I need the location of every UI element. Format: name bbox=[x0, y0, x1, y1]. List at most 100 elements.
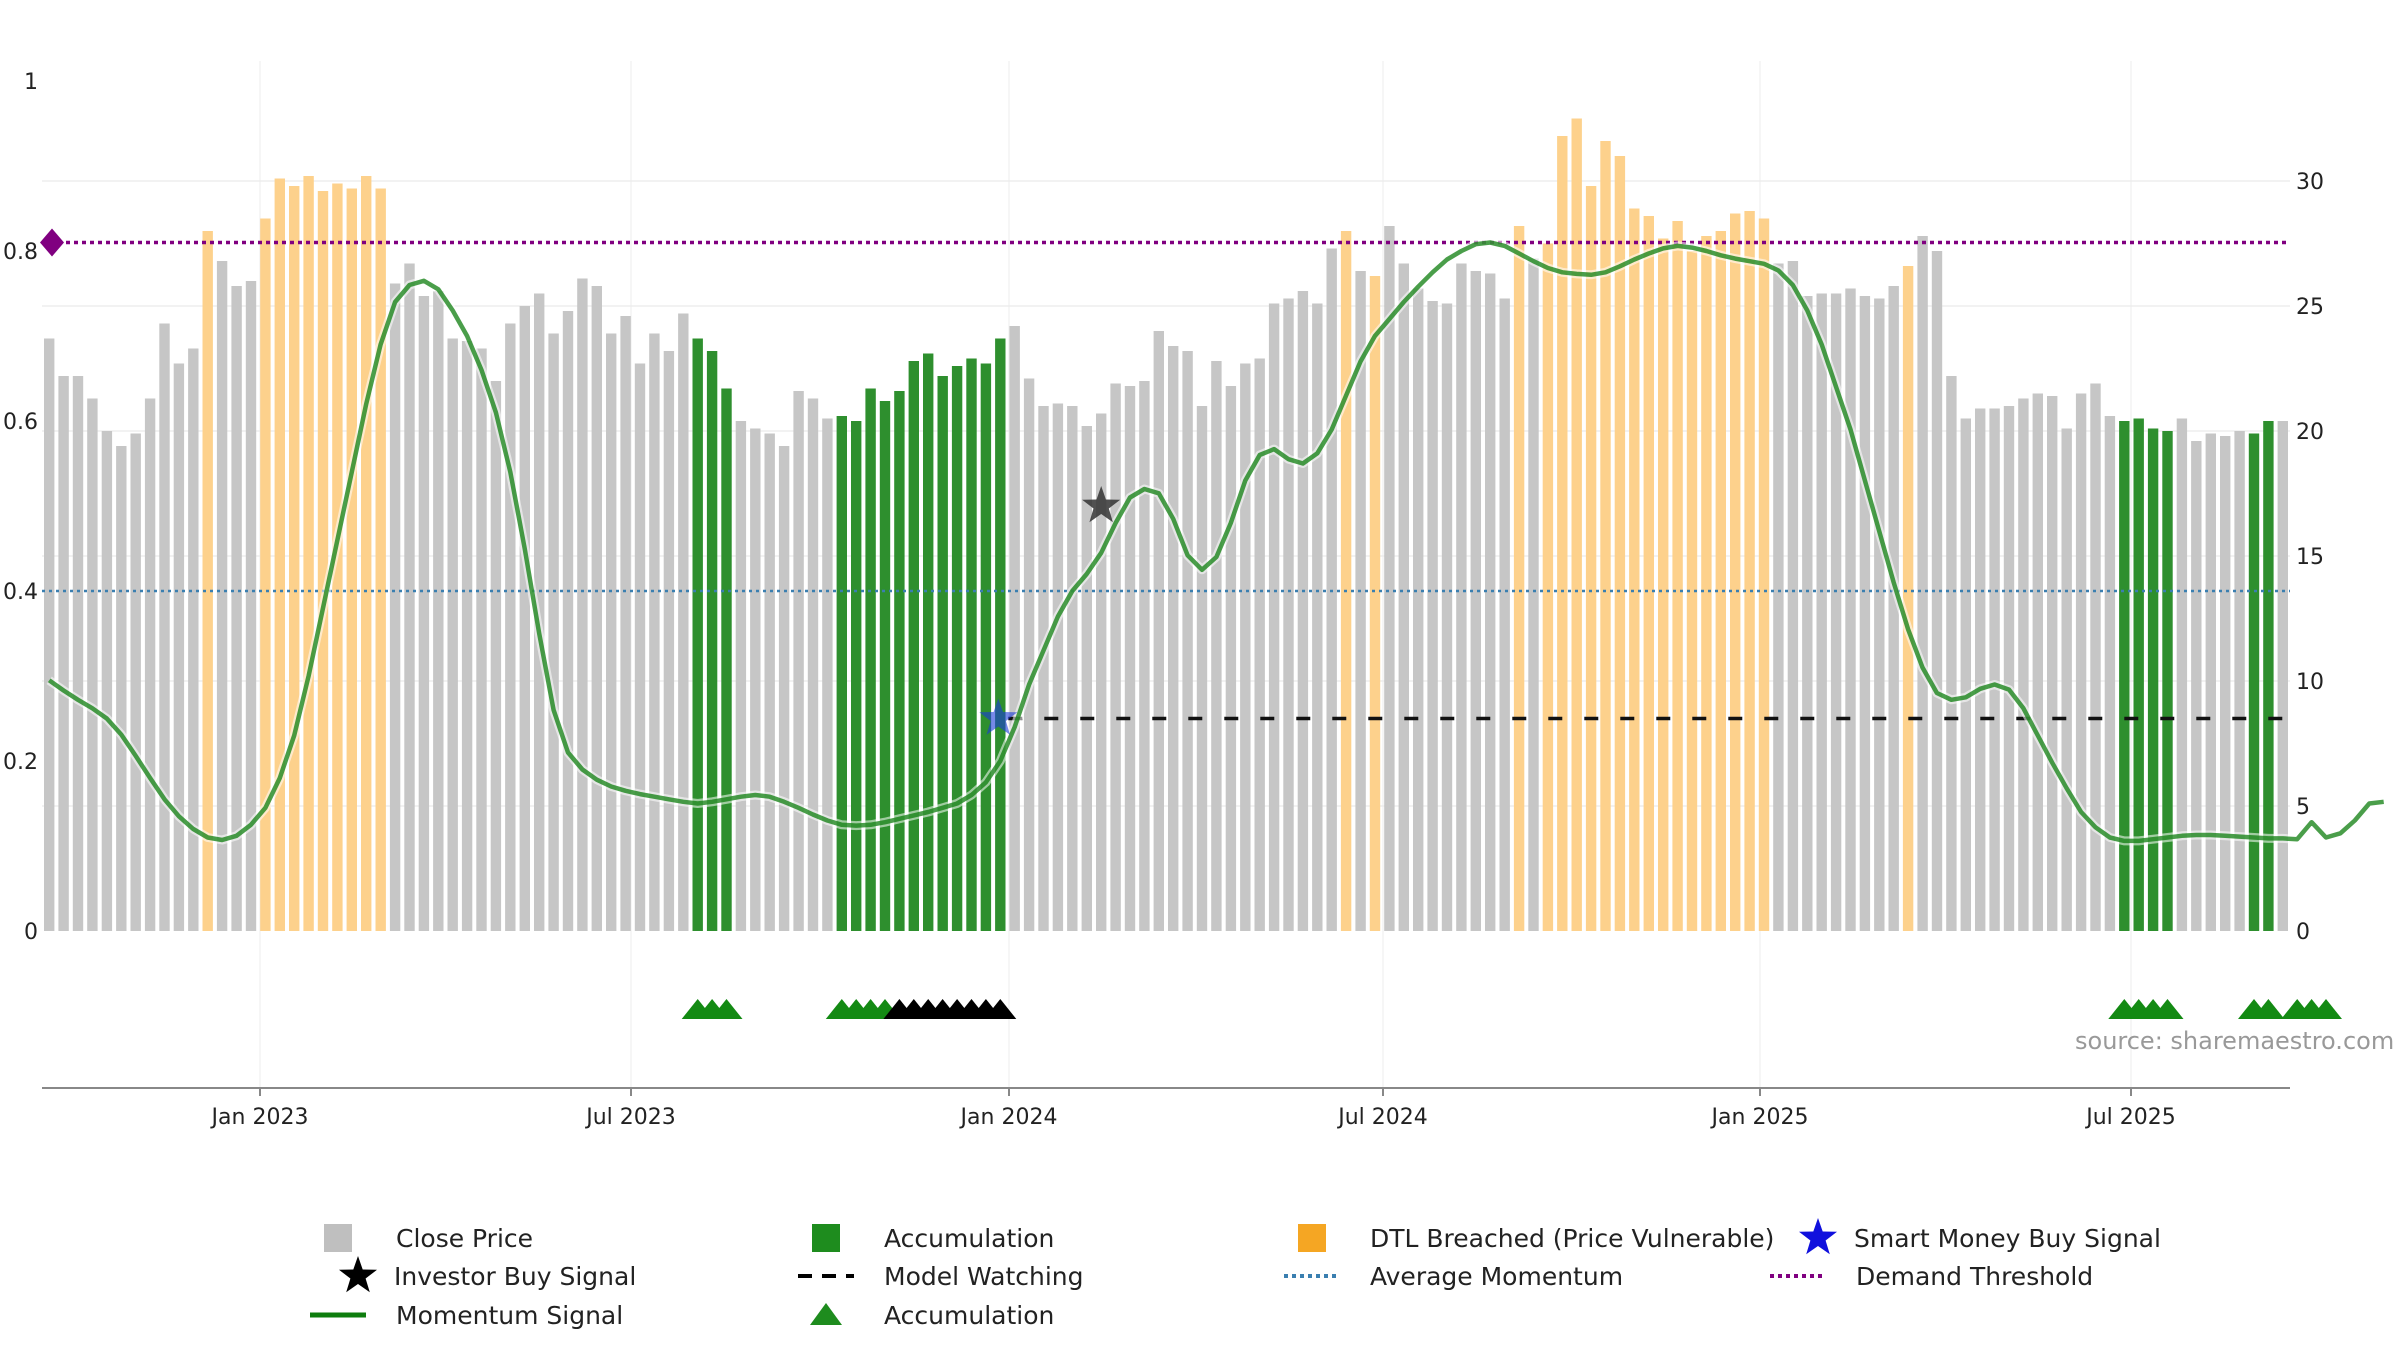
legend-label: Demand Threshold bbox=[1856, 1262, 2093, 1291]
bar-16 bbox=[274, 178, 285, 931]
bar-99 bbox=[1470, 271, 1481, 931]
bar-51 bbox=[778, 446, 790, 931]
bar-25 bbox=[404, 263, 415, 931]
bar-31 bbox=[490, 381, 502, 931]
right-tick-label: 10 bbox=[2296, 670, 2324, 695]
bar-88 bbox=[1312, 303, 1323, 931]
bar-94 bbox=[1398, 263, 1409, 931]
bar-21 bbox=[346, 188, 357, 931]
bar-71 bbox=[1067, 406, 1078, 931]
legend-label: DTL Breached (Price Vulnerable) bbox=[1370, 1224, 1774, 1253]
bar-35 bbox=[548, 333, 559, 931]
left-tick-label: 0.8 bbox=[3, 240, 38, 265]
bar-73 bbox=[1096, 413, 1107, 931]
bar-138 bbox=[2032, 393, 2043, 931]
bar-22 bbox=[361, 176, 372, 931]
bar-82 bbox=[1225, 386, 1237, 931]
bar-106 bbox=[1571, 118, 1582, 931]
bar-69 bbox=[1038, 406, 1049, 931]
bar-11 bbox=[202, 231, 213, 931]
left-tick-label: 0.6 bbox=[3, 410, 38, 435]
bar-32 bbox=[505, 323, 516, 931]
momentum-signal-line bbox=[47, 240, 2384, 844]
bar-18 bbox=[303, 176, 314, 931]
left-tick-label: 0 bbox=[24, 920, 38, 945]
x-tick-label: Jan 2024 bbox=[959, 1105, 1058, 1130]
bar-9 bbox=[173, 363, 185, 931]
bar-137 bbox=[2018, 398, 2029, 931]
source-label: source: sharemaestro.com bbox=[2075, 1027, 2394, 1055]
bar-29 bbox=[461, 341, 473, 931]
bar-118 bbox=[1744, 211, 1755, 931]
bar-121 bbox=[1787, 261, 1799, 931]
bar-140 bbox=[2061, 428, 2072, 931]
bar-26 bbox=[418, 296, 430, 931]
bar-47 bbox=[721, 388, 732, 931]
bar-115 bbox=[1701, 236, 1712, 931]
bar-112 bbox=[1658, 238, 1669, 931]
bar-64 bbox=[966, 358, 977, 931]
left-tick-label: 1 bbox=[24, 70, 38, 95]
bar-149 bbox=[2191, 441, 2202, 931]
bar-80 bbox=[1196, 406, 1208, 931]
bar-91 bbox=[1355, 271, 1366, 931]
legend-item-1: Accumulation bbox=[812, 1224, 1054, 1253]
bar-68 bbox=[1023, 378, 1035, 931]
bar-103 bbox=[1528, 258, 1539, 931]
bar-126 bbox=[1859, 296, 1871, 931]
right-tick-label: 15 bbox=[2296, 545, 2324, 570]
signal-markers bbox=[40, 228, 2342, 1019]
bar-86 bbox=[1283, 298, 1294, 931]
x-tick-label: Jul 2025 bbox=[2084, 1105, 2176, 1130]
bar-144 bbox=[2119, 421, 2130, 931]
legend-swatch bbox=[812, 1224, 840, 1252]
bar-49 bbox=[750, 428, 761, 931]
bar-87 bbox=[1297, 291, 1309, 931]
bar-5 bbox=[116, 446, 127, 931]
bar-98 bbox=[1456, 263, 1467, 931]
bar-58 bbox=[879, 401, 891, 931]
bar-84 bbox=[1254, 358, 1265, 931]
smart-money-buy-star bbox=[979, 698, 1018, 735]
legend-star bbox=[1799, 1218, 1837, 1255]
bar-153 bbox=[2248, 433, 2260, 931]
bar-62 bbox=[937, 376, 948, 931]
bar-93 bbox=[1384, 226, 1395, 931]
legend-swatch bbox=[1298, 1224, 1326, 1252]
legend-star bbox=[339, 1256, 377, 1293]
accumulation-triangle-66 bbox=[984, 999, 1017, 1019]
bar-145 bbox=[2133, 418, 2144, 931]
bar-17 bbox=[289, 186, 300, 931]
bar-107 bbox=[1585, 186, 1597, 931]
bar-123 bbox=[1816, 293, 1827, 931]
right-tick-label: 30 bbox=[2296, 170, 2324, 195]
bar-141 bbox=[2075, 393, 2087, 931]
bar-150 bbox=[2205, 433, 2216, 931]
bar-59 bbox=[894, 391, 905, 931]
bar-1 bbox=[58, 376, 69, 931]
bar-81 bbox=[1211, 361, 1222, 931]
bar-33 bbox=[519, 306, 530, 931]
bar-72 bbox=[1081, 426, 1092, 931]
bar-109 bbox=[1614, 156, 1626, 931]
legend-label: Investor Buy Signal bbox=[394, 1262, 636, 1291]
bar-37 bbox=[577, 278, 588, 931]
bar-127 bbox=[1874, 298, 1885, 931]
bar-146 bbox=[2147, 428, 2159, 931]
bar-74 bbox=[1110, 383, 1121, 931]
bar-111 bbox=[1643, 216, 1654, 931]
legend: Close Price Accumulation DTL Breached (Pri… bbox=[310, 1218, 2161, 1330]
bar-128 bbox=[1888, 286, 1899, 931]
bar-96 bbox=[1427, 301, 1438, 931]
bar-46 bbox=[706, 351, 718, 931]
bar-104 bbox=[1542, 243, 1554, 931]
bar-23 bbox=[375, 188, 386, 931]
bar-30 bbox=[476, 348, 487, 931]
bar-2 bbox=[72, 376, 84, 931]
bar-8 bbox=[159, 323, 170, 931]
left-tick-label: 0.2 bbox=[3, 750, 38, 775]
bar-27 bbox=[433, 291, 444, 931]
bar-154 bbox=[2263, 421, 2274, 931]
bar-67 bbox=[1009, 326, 1020, 931]
